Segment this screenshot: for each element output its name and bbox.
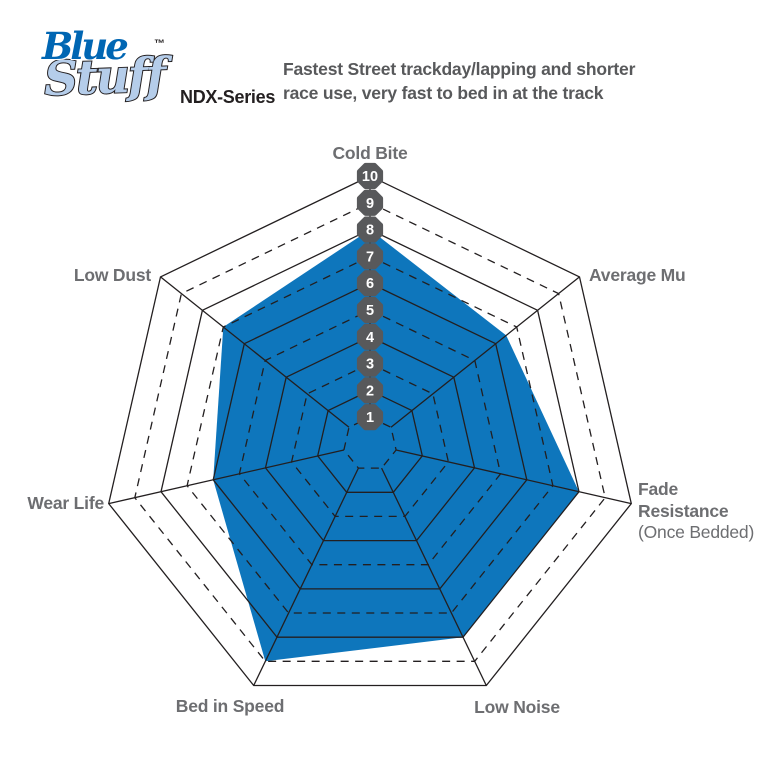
axis-label-low-noise: Low Noise [474,697,560,717]
bluestuff-logo: Stuff Blue ™ [30,24,180,116]
svg-text:4: 4 [366,330,374,346]
scale-badge-2: 2 [356,377,384,404]
svg-text:6: 6 [366,276,374,292]
axis-label-fade-resistance-line1: Fade [638,479,679,499]
svg-text:2: 2 [366,383,374,399]
axis-label-fade-resistance-line2: Resistance [638,501,729,521]
axis-label-low-dust: Low Dust [74,265,152,285]
axis-label-average-mu: Average Mu [589,265,686,285]
scale-badge-7: 7 [356,243,384,270]
svg-text:1: 1 [366,410,374,426]
description-line-2: race use, very fast to bed in at the tra… [283,82,604,103]
product-description: Fastest Street trackday/lapping and shor… [283,58,703,105]
axis-label-wear-life: Wear Life [27,493,104,513]
axis-label-bed-in-speed: Bed in Speed [176,696,284,716]
svg-text:8: 8 [366,223,374,239]
radar-grid [107,175,633,687]
logo-word-blue: Blue [42,24,129,68]
axis-label-cold-bite: Cold Bite [332,143,407,163]
scale-badge-5: 5 [356,296,384,324]
svg-text:3: 3 [366,357,374,373]
radar-scale-badges: 1 2 3 4 5 6 7 8 9 10 [356,162,384,431]
svg-text:5: 5 [366,303,374,319]
series-name: NDX-Series [180,87,276,107]
scale-badge-6: 6 [356,270,384,297]
radar-axis-labels: Cold Bite Average Mu Fade Resistance (On… [27,143,754,717]
scale-badge-1: 1 [356,404,384,431]
trademark-symbol: ™ [154,38,165,50]
svg-text:7: 7 [366,249,374,265]
scale-badge-8: 8 [356,216,384,243]
description-line-1: Fastest Street trackday/lapping and shor… [283,59,636,79]
scale-badge-4: 4 [356,323,384,350]
scale-badge-10: 10 [356,162,384,190]
scale-badge-9: 9 [356,189,384,216]
svg-text:10: 10 [362,169,378,185]
svg-text:9: 9 [366,196,374,212]
scale-badge-3: 3 [356,350,384,377]
axis-label-fade-resistance-line3: (Once Bedded) [638,522,754,542]
radar-series-polygon [213,229,579,662]
